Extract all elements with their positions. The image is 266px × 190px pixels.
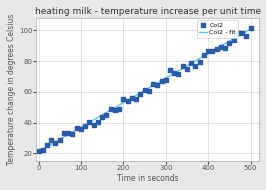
- Col2: [164, 78, 168, 81]
- Col2: [53, 141, 58, 144]
- Col2: [214, 47, 219, 50]
- Col2: [62, 131, 66, 134]
- Col2: [189, 61, 193, 64]
- Col2: [130, 96, 134, 99]
- Col2: [134, 98, 138, 101]
- Col2: [159, 80, 164, 83]
- Col2: [79, 127, 83, 130]
- Col2 - fit: [190, 62, 193, 64]
- Col2: [70, 132, 74, 135]
- Col2: [74, 127, 79, 130]
- Col2: [227, 42, 231, 45]
- Col2: [244, 35, 248, 38]
- Col2: [138, 93, 142, 96]
- Col2: [66, 131, 70, 134]
- Col2: [223, 46, 227, 49]
- Col2: [198, 61, 202, 64]
- Col2: [49, 139, 53, 142]
- Col2: [240, 31, 244, 34]
- Col2: [147, 90, 151, 93]
- Col2: [57, 139, 62, 142]
- Col2: [100, 115, 104, 118]
- Col2: [45, 144, 49, 147]
- Col2: [126, 99, 130, 102]
- Col2: [104, 114, 109, 117]
- Col2 - fit: [249, 28, 252, 30]
- Col2: [219, 45, 223, 48]
- Col2: [83, 125, 87, 128]
- Title: heating milk - temperature increase per unit time: heating milk - temperature increase per …: [35, 7, 261, 16]
- Col2: [181, 64, 185, 67]
- Col2: [176, 72, 181, 75]
- Col2: [236, 32, 240, 35]
- Col2: [87, 120, 92, 123]
- Col2 - fit: [37, 151, 40, 153]
- X-axis label: Time in seconds: Time in seconds: [117, 174, 178, 183]
- Col2: [96, 121, 100, 124]
- Col2: [210, 49, 215, 52]
- Col2 - fit: [84, 124, 87, 126]
- Col2: [185, 68, 189, 71]
- Col2: [36, 149, 41, 152]
- Col2: [92, 124, 96, 127]
- Col2: [117, 108, 121, 111]
- Col2: [155, 83, 159, 86]
- Col2: [193, 65, 198, 68]
- Col2: [168, 69, 172, 72]
- Legend: Col2, Col2 - fit: Col2, Col2 - fit: [197, 20, 238, 38]
- Col2: [142, 89, 147, 92]
- Col2: [41, 148, 45, 151]
- Col2: [121, 97, 126, 100]
- Y-axis label: Temperature change in degrees Celsius: Temperature change in degrees Celsius: [7, 14, 16, 165]
- Col2: [206, 50, 210, 53]
- Col2 - fit: [245, 30, 248, 32]
- Col2: [172, 72, 176, 75]
- Col2: [151, 83, 155, 86]
- Col2 - fit: [105, 111, 108, 114]
- Col2 - fit: [101, 114, 104, 116]
- Col2 - fit: [177, 70, 180, 72]
- Col2: [202, 54, 206, 57]
- Line: Col2 - fit: Col2 - fit: [39, 29, 251, 152]
- Col2: [113, 109, 117, 112]
- Col2: [248, 26, 253, 29]
- Col2: [231, 38, 236, 41]
- Col2: [109, 108, 113, 111]
